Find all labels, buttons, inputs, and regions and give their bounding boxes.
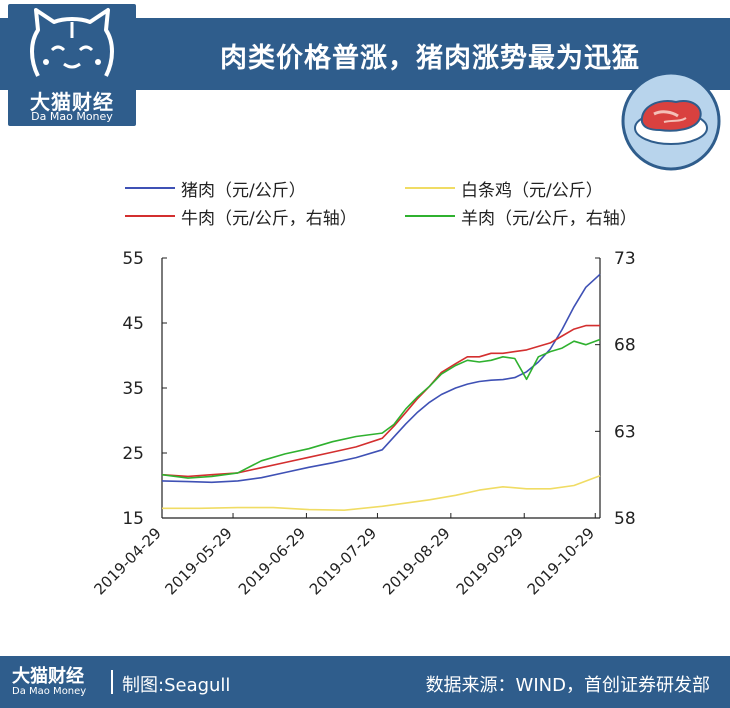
y-left-tick-label: 35: [122, 379, 144, 399]
legend-item-beef: 牛肉（元/公斤，右轴）: [125, 204, 357, 229]
legend-swatch-chicken: [405, 187, 455, 189]
x-tick-label: 2019-04-29: [90, 524, 164, 598]
y-right-tick-label: 73: [614, 249, 636, 269]
footer-logo-en: Da Mao Money: [12, 686, 87, 697]
legend-label-mutton: 羊肉（元/公斤，右轴）: [461, 208, 637, 229]
header: 大猫财经 Da Mao Money 肉类价格普涨，猪肉涨势最为迅猛: [0, 0, 730, 128]
footer-divider: [111, 670, 113, 694]
series-line-beef: [161, 324, 600, 478]
x-tick-label: 2019-06-29: [235, 524, 309, 598]
y-left-tick-label: 55: [122, 249, 144, 269]
chart-series: [161, 273, 601, 512]
footer-logo-cn: 大猫财经: [12, 666, 84, 687]
y-left-tick-label: 45: [122, 314, 144, 334]
cat-logo-icon: [30, 8, 114, 77]
legend-label-beef: 牛肉（元/公斤，右轴）: [181, 208, 357, 229]
x-tick-label: 2019-08-29: [379, 524, 453, 598]
x-tick-label: 2019-09-29: [453, 524, 527, 598]
legend-item-mutton: 羊肉（元/公斤，右轴）: [405, 204, 637, 229]
series-line-mutton: [161, 338, 601, 479]
legend-label-pork: 猪肉（元/公斤）: [181, 180, 306, 201]
footer: 大猫财经 Da Mao Money 制图:Seagull 数据来源：WIND，首…: [0, 656, 730, 708]
chart-axes: [161, 258, 601, 519]
series-line-pork: [161, 273, 601, 484]
logo-text-cn: 大猫财经: [30, 90, 114, 114]
logo-text-en: Da Mao Money: [31, 110, 113, 123]
y-right-tick-label: 58: [614, 509, 636, 529]
legend-item-pork: 猪肉（元/公斤）: [125, 176, 306, 201]
logo: 大猫财经 Da Mao Money: [8, 4, 136, 126]
y-left-tick-label: 15: [122, 509, 144, 529]
y-right-tick-label: 63: [614, 422, 636, 442]
y-right-tick-label: 68: [614, 336, 636, 356]
footer-credit: 制图:Seagull: [122, 675, 231, 696]
series-line-chicken: [162, 475, 601, 512]
meat-steak-icon: [621, 71, 721, 171]
legend-swatch-beef: [125, 215, 175, 217]
x-tick-label: 2019-10-29: [524, 524, 598, 598]
page-title: 肉类价格普涨，猪肉涨势最为迅猛: [220, 43, 640, 74]
x-tick-label: 2019-05-29: [161, 524, 235, 598]
legend-label-chicken: 白条鸡（元/公斤）: [461, 180, 603, 201]
footer-source: 数据来源：WIND，首创证券研发部: [425, 675, 710, 696]
y-left-tick-label: 25: [122, 444, 144, 464]
x-tick-label: 2019-07-29: [306, 524, 380, 598]
legend-item-chicken: 白条鸡（元/公斤）: [405, 176, 603, 201]
legend-swatch-mutton: [405, 215, 455, 217]
legend-swatch-pork: [125, 187, 175, 189]
